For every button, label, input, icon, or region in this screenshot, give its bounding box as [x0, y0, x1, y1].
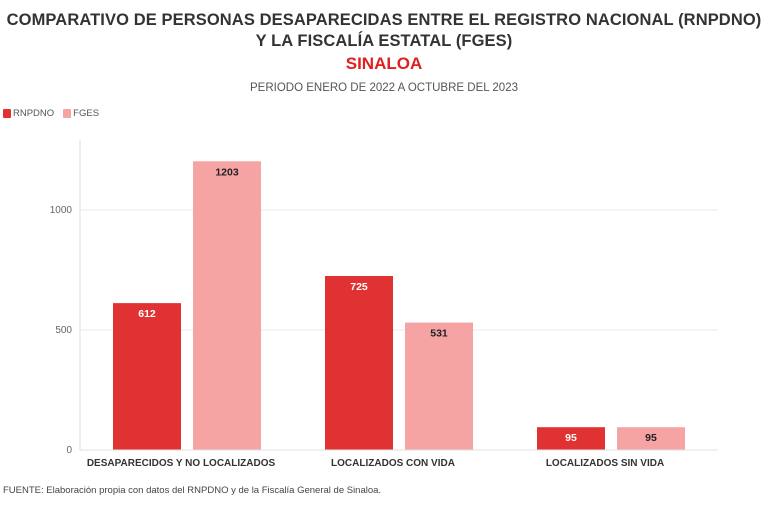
data-label-rnpdno: 725 — [350, 281, 368, 293]
data-label-fges: 531 — [430, 328, 448, 340]
source-note: FUENTE: Elaboración propia con datos del… — [3, 485, 382, 496]
y-tick-label: 500 — [55, 325, 72, 336]
chart-title: COMPARATIVO DE PERSONAS DESAPARECIDAS EN… — [6, 11, 762, 50]
data-label-rnpdno: 612 — [138, 308, 156, 320]
legend-item-rnpdno[interactable]: RNPDNO — [3, 108, 54, 119]
region-subtitle: SINALOA — [345, 54, 423, 73]
legend-swatch-rnpdno — [3, 109, 11, 118]
bar-chart: 0 500 1000 612 1203 DESAPARECIDOS Y NO LOCALI… — [50, 140, 718, 469]
category-label: DESAPARECIDOS Y NO LOCALIZADOS — [87, 458, 276, 469]
data-label-fges: 95 — [645, 432, 657, 444]
bar-fges — [405, 322, 473, 450]
bar-rnpdno — [325, 276, 393, 450]
period-subtitle: PERIODO ENERO DE 2022 A OCTUBRE DEL 2023 — [249, 82, 518, 94]
y-tick-label: 1000 — [50, 205, 73, 216]
bar-rnpdno — [537, 427, 605, 450]
data-label-rnpdno: 95 — [565, 432, 577, 444]
legend-swatch-fges — [63, 109, 72, 118]
legend-label-fges: FGES — [73, 108, 100, 119]
bar-rnpdno — [113, 303, 181, 450]
y-tick-label: 0 — [66, 445, 72, 456]
category-label: LOCALIZADOS SIN VIDA — [546, 458, 664, 469]
bar-fges — [617, 427, 685, 450]
data-label-fges: 1203 — [215, 166, 239, 178]
legend-label-rnpdno: RNPDNO — [13, 108, 55, 119]
legend-item-fges[interactable]: FGES — [63, 108, 99, 119]
category-label: LOCALIZADOS CON VIDA — [331, 458, 455, 469]
legend: RNPDNO FGES — [3, 108, 108, 119]
bar-fges — [193, 161, 261, 450]
